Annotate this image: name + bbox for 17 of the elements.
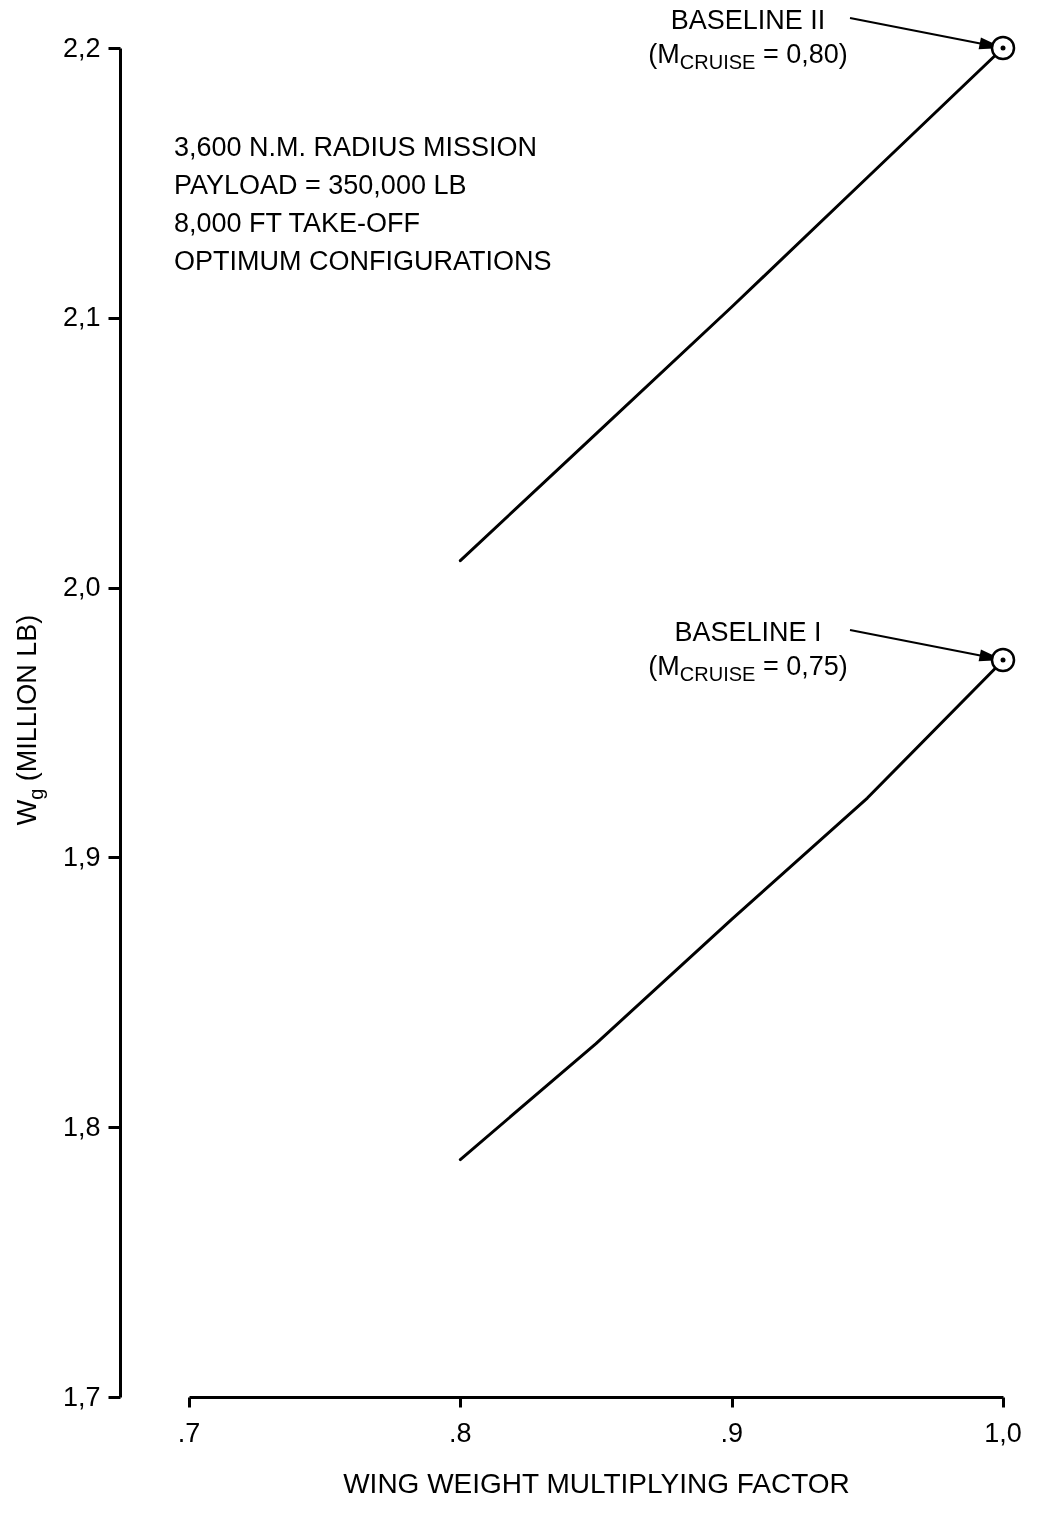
annotation: 8,000 FT TAKE-OFF [174,208,421,238]
x-tick-label: .9 [720,1417,743,1450]
y-tick-label: 2,2 [62,32,101,63]
x-tick-label: 1,0 [984,1417,1022,1450]
y-tick-label: 1,9 [62,841,101,872]
annotation: OPTIMUM CONFIGURATIONS [174,246,552,276]
annotation: BASELINE II (M$_{CRUISE}$ = 0,80) [648,4,848,76]
x-axis-title: WING WEIGHT MULTIPLYING FACTOR [343,1468,850,1499]
annotation: 3,600 N.M. RADIUS MISSION [174,132,538,162]
y-tick-label: 2,1 [62,302,101,333]
annotation: PAYLOAD = 350,000 LB [174,170,467,200]
y-tick-label: 1,8 [62,1111,101,1142]
annotation: BASELINE I (M$_{CRUISE}$ = 0,75) [648,616,848,688]
x-tick-label: .8 [449,1417,472,1450]
y-tick-label: 2,0 [62,572,101,603]
x-tick-label: .7 [177,1417,201,1450]
y-tick-label: 1,7 [62,1381,101,1412]
